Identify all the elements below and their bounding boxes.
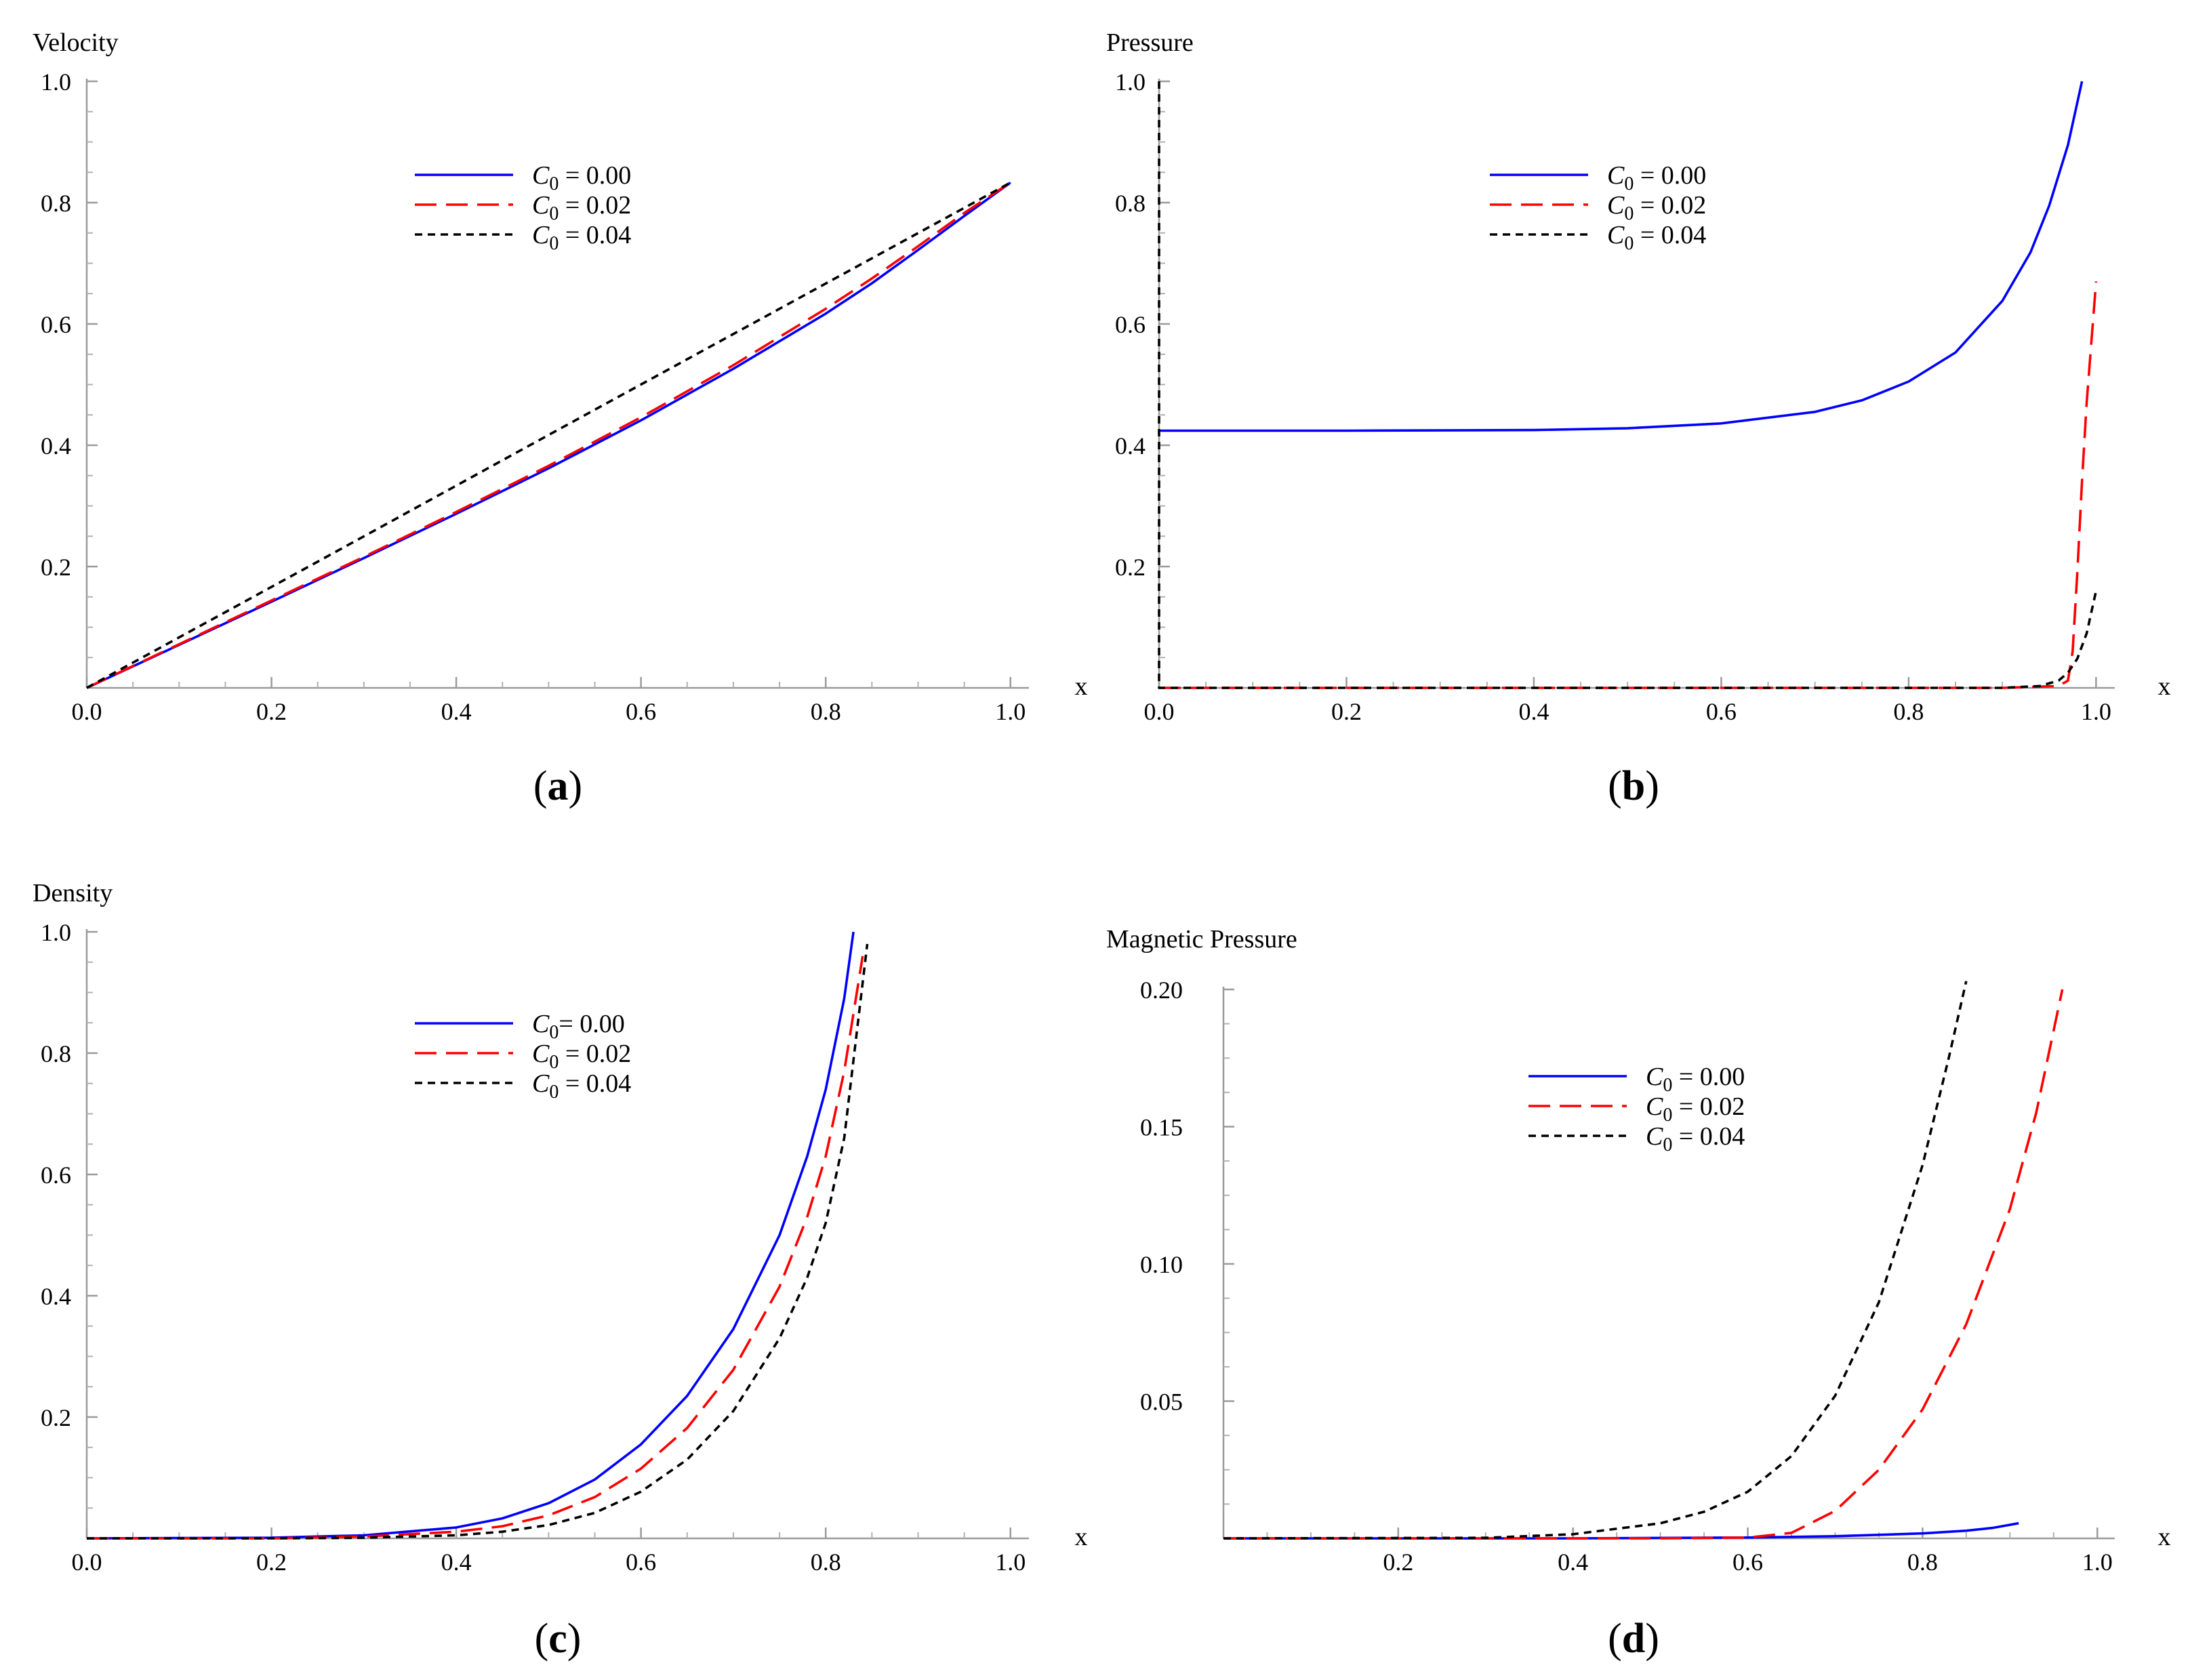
series-line-long-1 xyxy=(1223,989,2064,1540)
y-tick-label: 0.8 xyxy=(41,1040,71,1067)
x-tick-label: 0.6 xyxy=(1733,1549,1763,1576)
legend-label: C0 = 0.00 xyxy=(1646,1063,1745,1096)
y-tick-label: 0.8 xyxy=(1115,190,1146,217)
chart-panel-d: 0.2 0.4 0.6 0.8 1.0 0.05 0.10 0.15 0.20 Magnetic … xyxy=(1106,925,2171,1662)
legend-label: C0 = 0.00 xyxy=(532,161,631,194)
y-tick-label: 0.8 xyxy=(41,190,71,217)
y-tick-label: 0.6 xyxy=(1115,311,1146,338)
series-line-solid-0 xyxy=(86,931,855,1540)
y-tick-label: 0.10 xyxy=(1140,1251,1183,1278)
series-line-short-2 xyxy=(1223,981,1968,1540)
x-tick-label: 1.0 xyxy=(995,1549,1026,1576)
series-line-solid-0 xyxy=(1159,81,2084,432)
x-tick-label: 0.4 xyxy=(441,1549,472,1576)
legend-label: C0 = 0.04 xyxy=(1607,221,1706,254)
y-tick-label: 0.6 xyxy=(41,1162,71,1189)
x-axis-title: x xyxy=(2158,1523,2171,1551)
series-line-long-1 xyxy=(86,181,1011,689)
legend-label: C0 = 0.04 xyxy=(1646,1122,1745,1155)
series-line-long-1 xyxy=(87,956,864,1540)
x-tick-label: 0.6 xyxy=(626,698,656,725)
x-tick-label: 0.2 xyxy=(256,1549,287,1576)
legend-label: C0 = 0.00 xyxy=(1607,161,1706,194)
x-tick-label: 0.2 xyxy=(1383,1549,1413,1576)
y-axis-title: Pressure xyxy=(1106,28,1194,57)
x-tick-label: 0.0 xyxy=(72,1549,102,1576)
x-tick-label: 1.0 xyxy=(995,698,1026,725)
y-axis-title: Magnetic Pressure xyxy=(1106,925,1297,954)
x-tick-label: 0.0 xyxy=(72,698,102,725)
y-tick-label: 0.2 xyxy=(41,1404,71,1431)
y-axis-title: Velocity xyxy=(33,28,119,57)
y-tick-label: 0.2 xyxy=(41,554,71,581)
chart-panel-b: 0.0 0.2 0.4 0.6 0.8 1.0 0.2 0.4 0.6 0.8 1.0 Pressur… xyxy=(1106,28,2171,809)
legend-label: C0 = 0.04 xyxy=(532,1069,631,1103)
y-tick-label: 1.0 xyxy=(41,68,71,96)
y-tick-label: 0.4 xyxy=(41,432,71,459)
legend-label: C0 = 0.02 xyxy=(532,1040,631,1073)
y-axis-title: Density xyxy=(33,879,113,907)
x-tick-label: 0.8 xyxy=(1893,698,1924,725)
y-tick-label: 0.6 xyxy=(41,311,71,338)
x-axis-title: x xyxy=(1075,1523,1088,1551)
legend-label: C0 = 0.02 xyxy=(1607,191,1706,224)
legend-label: C0 = 0.04 xyxy=(532,221,631,254)
y-tick-label: 0.2 xyxy=(1115,554,1146,581)
legend-label: C0 = 0.02 xyxy=(532,191,631,224)
legend-label: C0 = 0.02 xyxy=(1646,1092,1745,1126)
legend-label: C0= 0.00 xyxy=(532,1010,625,1043)
x-tick-label: 1.0 xyxy=(2082,1549,2113,1576)
x-axis-title: x xyxy=(1075,672,1088,701)
x-tick-label: 0.2 xyxy=(256,698,287,725)
y-tick-label: 0.20 xyxy=(1140,977,1183,1004)
panel-label: (b) xyxy=(1608,763,1659,809)
y-tick-label: 1.0 xyxy=(1115,68,1146,96)
series-line-short-2 xyxy=(87,943,869,1540)
series-line-short-2 xyxy=(86,181,1011,689)
x-tick-label: 0.4 xyxy=(1518,698,1549,725)
y-tick-label: 0.05 xyxy=(1140,1389,1183,1416)
x-tick-label: 0.0 xyxy=(1144,698,1175,725)
series-line-short-2 xyxy=(1158,81,2098,689)
x-tick-label: 0.6 xyxy=(1706,698,1737,725)
x-tick-label: 0.4 xyxy=(441,698,472,725)
x-tick-label: 0.8 xyxy=(811,1549,841,1576)
chart-panel-c: 0.0 0.2 0.4 0.6 0.8 1.0 0.2 0.4 0.6 0.8 1.0 Density… xyxy=(33,879,1088,1662)
x-tick-label: 0.6 xyxy=(626,1549,656,1576)
x-tick-label: 0.8 xyxy=(1907,1549,1938,1576)
chart-panel-a: 0.0 0.2 0.4 0.6 0.8 1.0 0.2 0.4 0.6 0.8 1.0 Velocit… xyxy=(33,28,1088,809)
panel-label: (d) xyxy=(1608,1616,1659,1662)
x-tick-label: 0.2 xyxy=(1331,698,1362,725)
y-tick-label: 0.15 xyxy=(1140,1114,1183,1141)
x-tick-label: 0.4 xyxy=(1558,1549,1588,1576)
y-tick-label: 0.4 xyxy=(41,1283,71,1310)
y-tick-label: 0.4 xyxy=(1115,432,1146,459)
panel-label: (c) xyxy=(535,1616,582,1662)
panel-label: (a) xyxy=(533,763,582,809)
x-tick-label: 0.8 xyxy=(811,698,841,725)
y-tick-label: 1.0 xyxy=(41,919,71,946)
x-tick-label: 1.0 xyxy=(2081,698,2111,725)
x-axis-title: x xyxy=(2158,672,2171,701)
